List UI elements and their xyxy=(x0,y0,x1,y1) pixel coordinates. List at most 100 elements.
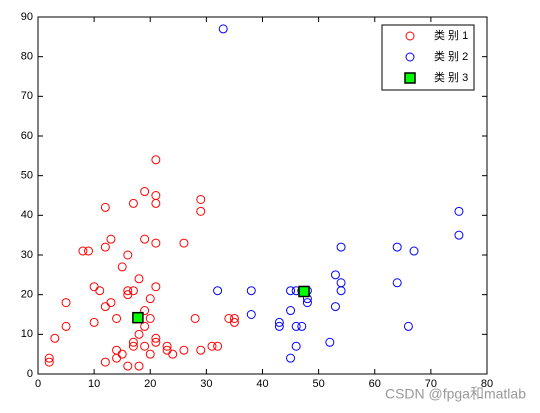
x-tick-label: 60 xyxy=(369,378,381,390)
x-tick-label: 20 xyxy=(144,378,156,390)
legend-marker xyxy=(405,31,415,41)
marker xyxy=(134,274,144,284)
marker xyxy=(298,285,310,298)
marker xyxy=(84,246,94,256)
y-tick-label: 20 xyxy=(21,289,33,301)
marker xyxy=(207,341,217,351)
marker xyxy=(145,294,155,304)
marker xyxy=(213,341,223,351)
y-tick-label: 50 xyxy=(21,170,33,182)
marker xyxy=(336,242,346,252)
x-tick-label: 50 xyxy=(313,378,325,390)
marker xyxy=(140,321,150,331)
marker xyxy=(140,306,150,316)
y-tick-label: 40 xyxy=(21,209,33,221)
marker xyxy=(123,286,133,296)
y-tick-label: 60 xyxy=(21,130,33,142)
y-tick-label: 70 xyxy=(21,90,33,102)
marker xyxy=(140,341,150,351)
marker xyxy=(330,270,340,280)
legend-label: 类 别 3 xyxy=(434,70,468,84)
marker xyxy=(128,198,138,208)
legend-label: 类 别 1 xyxy=(434,28,468,42)
marker xyxy=(409,246,419,256)
marker xyxy=(61,321,71,331)
marker xyxy=(190,313,200,323)
marker xyxy=(246,310,256,319)
marker xyxy=(145,313,155,323)
marker xyxy=(95,286,105,296)
marker xyxy=(286,286,296,296)
marker xyxy=(392,278,402,288)
x-tick-label: 80 xyxy=(481,378,493,390)
marker xyxy=(246,286,256,296)
marker xyxy=(151,282,161,292)
marker xyxy=(140,187,150,197)
marker xyxy=(151,198,161,208)
marker xyxy=(128,341,138,351)
marker xyxy=(117,262,127,272)
marker xyxy=(179,238,189,248)
marker xyxy=(134,361,144,371)
marker xyxy=(123,250,133,260)
legend-marker xyxy=(404,72,416,84)
marker xyxy=(286,353,296,363)
marker xyxy=(140,234,150,244)
marker xyxy=(291,341,301,351)
marker xyxy=(454,206,464,216)
y-tick-label: 0 xyxy=(27,368,33,380)
watermark: CSDN @fpga和matlab xyxy=(385,386,526,402)
marker xyxy=(100,202,110,212)
x-tick-label: 40 xyxy=(256,378,268,390)
y-tick-label: 90 xyxy=(21,11,33,23)
x-tick-label: 10 xyxy=(88,378,100,390)
y-tick-label: 10 xyxy=(21,328,33,340)
marker xyxy=(196,206,206,216)
marker xyxy=(218,24,228,34)
marker xyxy=(128,337,138,347)
marker xyxy=(106,298,116,308)
marker xyxy=(403,321,413,331)
marker xyxy=(61,298,71,308)
x-tick-label: 70 xyxy=(425,378,437,390)
marker xyxy=(50,333,60,343)
marker xyxy=(454,230,464,240)
marker xyxy=(196,194,206,204)
marker xyxy=(151,337,161,347)
marker xyxy=(229,313,239,323)
marker xyxy=(44,357,54,367)
legend-label: 类 别 2 xyxy=(434,49,468,63)
marker xyxy=(112,313,122,323)
marker xyxy=(151,333,161,343)
marker xyxy=(392,242,402,252)
marker xyxy=(123,361,133,371)
marker xyxy=(151,155,161,165)
y-tick-label: 30 xyxy=(21,249,33,261)
marker xyxy=(302,298,312,308)
legend-box xyxy=(381,24,475,91)
marker xyxy=(179,345,189,355)
marker xyxy=(100,357,110,367)
marker xyxy=(145,349,155,359)
legend-marker xyxy=(405,52,415,62)
marker xyxy=(213,286,223,296)
marker xyxy=(134,329,144,339)
marker xyxy=(117,349,127,359)
marker xyxy=(128,286,138,296)
marker xyxy=(325,337,335,347)
marker xyxy=(132,311,144,324)
x-tick-label: 0 xyxy=(35,378,41,390)
marker xyxy=(274,317,284,327)
marker xyxy=(78,246,88,256)
marker xyxy=(162,341,172,351)
marker xyxy=(151,238,161,248)
marker xyxy=(336,286,346,296)
x-tick-label: 30 xyxy=(200,378,212,390)
marker xyxy=(330,302,340,312)
y-tick-label: 80 xyxy=(21,51,33,63)
marker xyxy=(291,321,301,331)
marker xyxy=(44,353,54,363)
marker xyxy=(100,242,110,252)
marker xyxy=(196,345,206,355)
